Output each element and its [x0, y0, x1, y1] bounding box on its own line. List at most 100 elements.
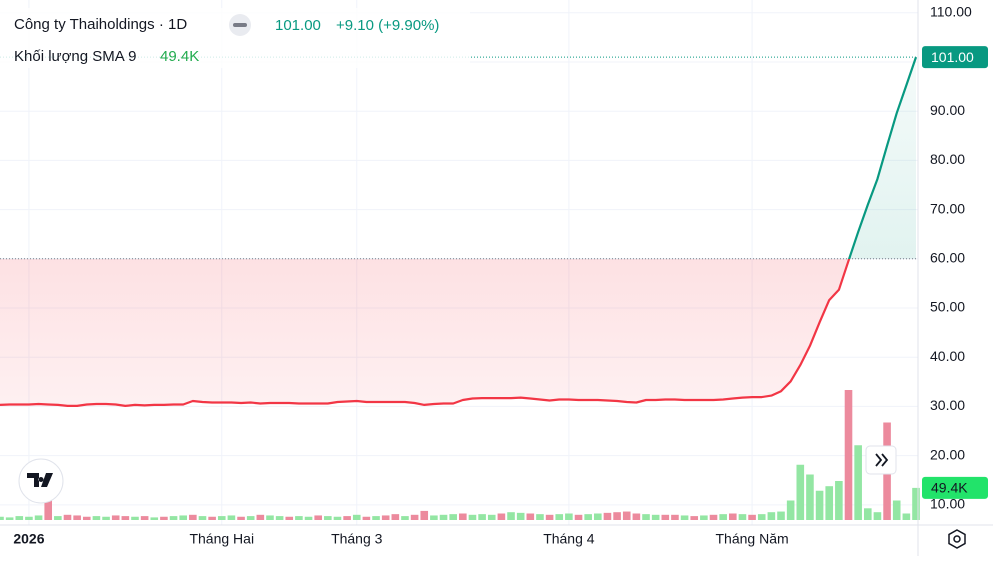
volume-bar — [709, 514, 718, 520]
price-change: +9.10 (+9.90%) — [336, 17, 439, 34]
volume-bar — [786, 500, 795, 520]
volume-bar — [449, 514, 457, 520]
volume-bar — [410, 514, 419, 520]
y-tick-label: 10.00 — [930, 496, 965, 512]
volume-bar — [526, 513, 535, 520]
y-tick-label: 60.00 — [930, 250, 965, 266]
volume-bar — [700, 515, 708, 520]
volume-sma-value: 49.4K — [160, 48, 199, 65]
volume-bar — [246, 516, 255, 520]
volume-bar — [34, 515, 43, 520]
volume-bar — [584, 514, 592, 520]
scroll-button[interactable] — [865, 445, 897, 475]
settings-hex — [948, 529, 966, 549]
volume-bar — [333, 516, 342, 520]
y-tick-label: 110.00 — [930, 3, 972, 19]
volume-bar — [82, 516, 91, 520]
volume-bar — [815, 490, 824, 520]
volume-bar — [189, 514, 197, 520]
volume-bar — [536, 514, 544, 520]
volume-bar — [362, 516, 371, 520]
volume-bar — [767, 512, 776, 520]
volume-bar — [169, 516, 178, 520]
volume-bar — [738, 514, 747, 520]
volume-bar — [295, 516, 303, 520]
volume-bar — [873, 512, 882, 520]
volume-bar — [902, 513, 911, 520]
volume-bar — [806, 474, 814, 520]
volume-bar — [208, 516, 216, 520]
price-tag-label: 101.00 — [931, 49, 974, 65]
volume-bar — [680, 515, 689, 520]
baseline-area — [0, 57, 916, 406]
x-tick-label: Tháng Năm — [716, 531, 789, 547]
volume-bar — [632, 513, 641, 520]
tv-logo[interactable] — [18, 458, 64, 504]
volume-bar — [15, 516, 24, 520]
volume-bar — [131, 516, 139, 520]
volume-bar — [729, 513, 737, 520]
volume-bar — [796, 464, 805, 520]
volume-title: Khối lượng SMA 9 — [14, 48, 136, 65]
volume-bar — [217, 516, 226, 520]
volume-bar — [63, 514, 72, 520]
volume-bar — [401, 516, 409, 520]
volume-bar — [352, 514, 361, 520]
volume-bar — [487, 514, 496, 520]
volume-bar — [651, 514, 660, 520]
volume-bar — [912, 487, 920, 520]
volume-bar — [73, 515, 81, 520]
symbol-title: Công ty Thaiholdings · 1D — [14, 16, 187, 33]
y-tick-label: 80.00 — [930, 151, 965, 167]
volume-bar — [854, 445, 862, 520]
volume-bar — [671, 514, 679, 520]
volume-bar — [430, 515, 438, 520]
plot — [0, 56, 918, 407]
volume-bar — [256, 514, 265, 520]
volume-bar — [44, 500, 53, 520]
volume-bar — [324, 516, 332, 520]
volume-bar — [54, 516, 62, 520]
volume-bar — [844, 390, 853, 520]
volume-bar — [459, 513, 467, 520]
settings-button[interactable] — [948, 529, 966, 549]
y-tick-label: 30.00 — [930, 397, 965, 413]
volume-bar — [372, 516, 380, 520]
volume-bar — [150, 517, 159, 520]
volume-bar — [777, 511, 785, 520]
volume-bar — [757, 514, 766, 520]
price-line — [0, 56, 918, 407]
volume-bar — [468, 514, 477, 520]
y-tick-label: 90.00 — [930, 102, 965, 118]
volume-bar — [237, 516, 245, 520]
scroll-icon — [875, 453, 889, 467]
volume-bar — [565, 513, 573, 520]
volume-bar — [314, 515, 322, 520]
volume-bar — [304, 516, 313, 520]
x-tick-label: 2026 — [13, 531, 44, 547]
volume-bar — [892, 500, 901, 520]
volume-bar — [719, 514, 727, 520]
volume-bar — [160, 516, 168, 520]
volume-bar — [594, 513, 602, 520]
logo-mark — [27, 473, 53, 487]
volume-bar — [102, 516, 110, 520]
price-axis: 10.00 20.00 30.00 40.00 50.00 60.00 70.00 80.00… — [922, 3, 988, 512]
volume-bar — [343, 516, 351, 520]
volume-bar — [603, 512, 612, 520]
y-tick-label: 70.00 — [930, 200, 965, 216]
volume-bar — [198, 516, 207, 520]
volume-bar — [111, 515, 120, 520]
volume-bar — [5, 517, 14, 520]
last-price: 101.00 — [275, 17, 321, 34]
volume-bar — [516, 512, 525, 520]
volume-bar — [179, 515, 187, 520]
volume-bars — [0, 390, 920, 520]
volume-bar — [622, 511, 631, 520]
settings-dot — [953, 535, 961, 543]
volume-bar — [266, 515, 274, 520]
time-axis: 2026 Tháng Hai Tháng 3 Tháng 4 Tháng Năm — [13, 531, 788, 547]
volume-bar — [391, 514, 400, 520]
volume-bar — [748, 514, 756, 520]
